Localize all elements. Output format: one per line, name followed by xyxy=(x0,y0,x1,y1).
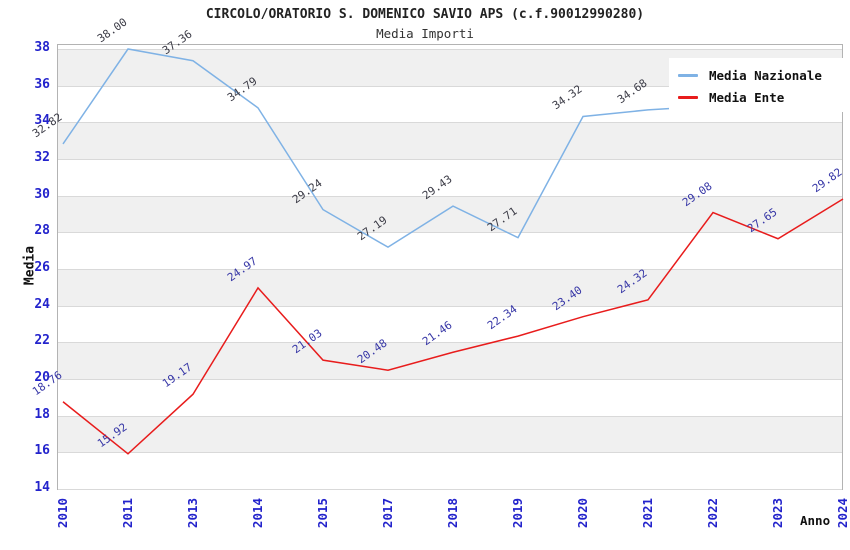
gridline xyxy=(58,379,842,380)
plot-area xyxy=(57,44,844,490)
y-tick-label: 24 xyxy=(34,296,50,312)
y-tick-label: 36 xyxy=(34,76,50,92)
legend-item-media-ente: Media Ente xyxy=(669,86,850,108)
y-tick-label: 14 xyxy=(34,480,50,495)
legend-swatch-blue xyxy=(678,73,698,77)
x-tick-label: 2022 xyxy=(705,497,720,529)
legend-item-media-nazionale: Media Nazionale xyxy=(669,64,850,86)
x-tick-label: 2010 xyxy=(55,497,70,529)
background-band xyxy=(58,342,842,379)
x-tick-label: 2018 xyxy=(445,497,460,529)
gridline xyxy=(58,269,842,270)
legend-swatch-red xyxy=(678,95,698,99)
y-tick-label: 18 xyxy=(34,406,50,422)
y-tick-label: 38 xyxy=(34,40,50,55)
x-tick-label: 2015 xyxy=(315,497,330,529)
gridline xyxy=(58,159,842,160)
legend-label: Media Ente xyxy=(709,89,785,105)
y-tick-label: 16 xyxy=(34,443,50,459)
x-tick-label: 2023 xyxy=(770,497,785,529)
gridline xyxy=(58,85,842,87)
chart-subtitle: Media Importi xyxy=(376,26,474,41)
legend: Media Nazionale Media Ente xyxy=(669,58,850,112)
gridline xyxy=(58,342,842,344)
x-tick-label: 2017 xyxy=(380,497,395,529)
x-tick-label: 2014 xyxy=(250,497,265,529)
gridline xyxy=(58,195,842,197)
gridline xyxy=(58,122,842,124)
gridline xyxy=(58,489,842,490)
x-tick-label: 2019 xyxy=(510,497,525,529)
gridline xyxy=(58,305,842,307)
x-tick-label: 2020 xyxy=(575,497,590,529)
y-tick-label: 30 xyxy=(34,186,50,202)
gridline xyxy=(58,415,842,417)
background-band xyxy=(58,122,842,159)
y-tick-label: 26 xyxy=(34,260,50,275)
legend-label: Media Nazionale xyxy=(709,67,822,83)
background-band xyxy=(58,269,842,306)
background-band xyxy=(58,415,842,453)
series-line-media-ente xyxy=(62,198,844,455)
x-tick-label: 2013 xyxy=(185,497,200,529)
x-axis-label: Anno xyxy=(800,513,831,528)
x-tick-label: 2011 xyxy=(120,497,135,529)
chart-title: CIRCOLO/ORATORIO S. DOMENICO SAVIO APS (… xyxy=(205,7,645,22)
gridline xyxy=(58,452,842,454)
y-tick-label: 28 xyxy=(34,223,50,239)
x-tick-label: 2021 xyxy=(640,497,655,529)
y-tick-label: 22 xyxy=(34,333,50,349)
y-tick-label: 34 xyxy=(34,113,50,129)
y-tick-label: 20 xyxy=(34,370,50,385)
y-tick-label: 32 xyxy=(34,150,50,165)
gridline xyxy=(58,232,842,234)
gridline xyxy=(58,49,842,50)
x-tick-label: 2024 xyxy=(835,497,850,529)
